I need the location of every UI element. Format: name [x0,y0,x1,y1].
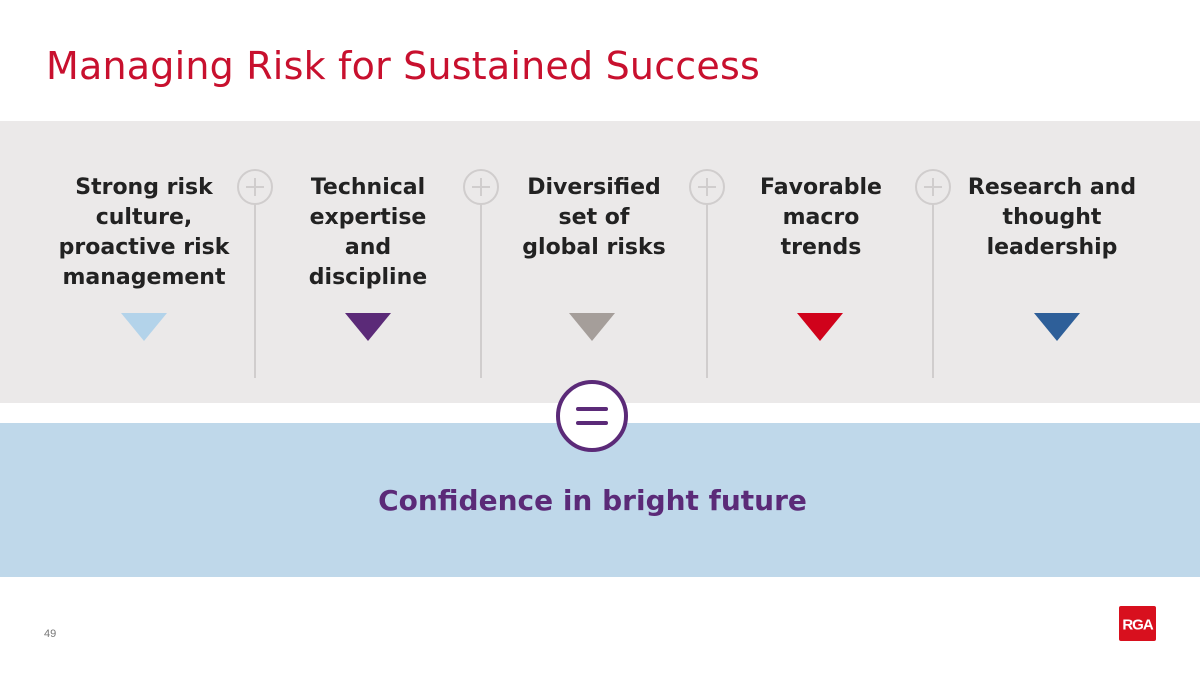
plus-circle-icon [237,169,273,205]
pillar-diversified-risks: Diversified set of global risks [489,173,699,263]
pillar-risk-culture: Strong risk culture, proactive risk mana… [39,173,249,293]
equals-circle-icon [556,380,628,452]
separator-line [254,204,256,378]
pillar-research-leadership: Research and thought leadership [947,173,1157,263]
pillar-technical-expertise: Technical expertise and discipline [263,173,473,293]
down-arrow-icon [345,313,391,341]
plus-circle-icon [689,169,725,205]
page-number: 49 [44,628,57,640]
pillar-label: Strong risk culture, proactive risk mana… [58,175,230,290]
pillar-label: Diversified set of global risks [522,175,666,260]
svg-text:RGA: RGA [1122,616,1154,632]
plus-circle-icon [915,169,951,205]
plus-circle-icon [463,169,499,205]
result-text: Confidence in bright future [378,484,807,517]
pillar-label: Research and thought leadership [967,175,1137,260]
separator-line [480,204,482,378]
down-arrow-icon [1034,313,1080,341]
rga-logo-wordmark: RGA [1122,616,1155,632]
rga-logo: RGA [1119,606,1156,641]
down-arrow-icon [569,313,615,341]
slide-title: Managing Risk for Sustained Success [46,44,760,88]
separator-line [706,204,708,378]
down-arrow-icon [797,313,843,341]
pillar-macro-trends: Favorable macro trends [716,173,926,263]
pillars-band [0,121,1200,403]
pillar-label: Favorable macro trends [760,175,882,260]
separator-line [932,204,934,378]
down-arrow-icon [121,313,167,341]
pillar-label: Technical expertise and discipline [308,175,428,290]
